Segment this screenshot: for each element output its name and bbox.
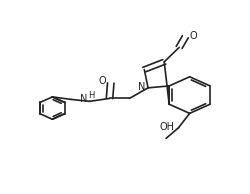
- Text: O: O: [99, 76, 106, 87]
- Text: O: O: [189, 31, 197, 41]
- Text: N: N: [138, 82, 145, 92]
- Text: OH: OH: [160, 122, 175, 132]
- Text: H: H: [88, 91, 94, 100]
- Text: N: N: [80, 94, 88, 104]
